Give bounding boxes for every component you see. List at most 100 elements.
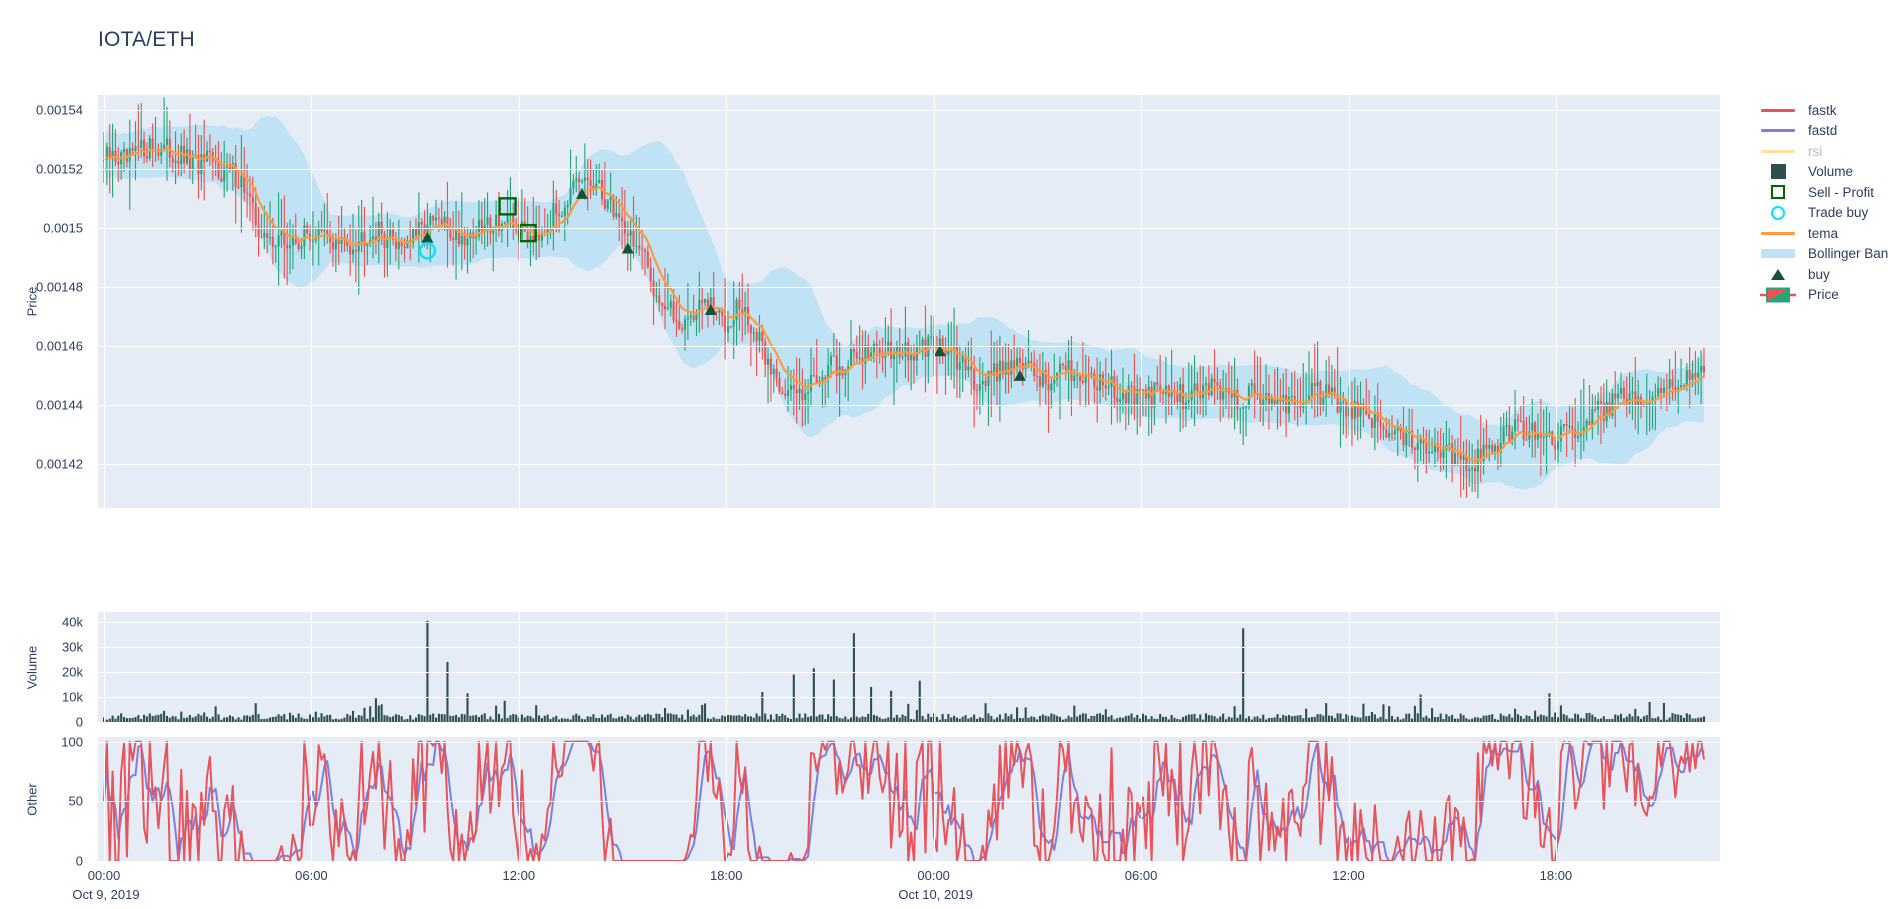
y-tick-label: 0.00144 <box>36 397 83 413</box>
other-axis-title: Other <box>24 783 40 816</box>
gridline <box>98 622 1720 623</box>
gridline <box>98 647 1720 648</box>
legend-item-bollinger-band[interactable]: Bollinger Band <box>1757 244 1888 265</box>
volume-bars <box>102 620 1706 722</box>
price-series-canvas <box>102 97 1706 499</box>
gridline <box>933 737 935 861</box>
y-tick-label: 20k <box>62 664 83 680</box>
gridline <box>726 737 728 861</box>
line-icon <box>1757 100 1799 120</box>
gridline <box>518 612 520 722</box>
legend-item-label: fastk <box>1808 102 1837 118</box>
legend-item-tema[interactable]: tema <box>1757 223 1888 244</box>
fastk-line <box>103 740 1705 861</box>
square-fill-icon <box>1757 162 1799 182</box>
chart-legend[interactable]: fastk fastd rsi Volume Sell - Profit Trade bu… <box>1757 100 1888 305</box>
legend-item-label: Bollinger Band <box>1808 246 1888 262</box>
gridline <box>311 737 313 861</box>
other-series-canvas <box>103 740 1705 861</box>
trade-buy-marker <box>418 242 437 260</box>
price-axis-title: Price <box>24 286 40 317</box>
y-tick-label: 100 <box>61 734 83 750</box>
gridline <box>933 95 935 508</box>
x-tick-label: 00:00 <box>917 868 950 883</box>
buy-marker <box>1013 369 1026 381</box>
legend-item-volume[interactable]: Volume <box>1757 162 1888 183</box>
legend-item-label: buy <box>1808 266 1830 282</box>
gridline <box>104 95 105 508</box>
gridline <box>98 404 1720 406</box>
buy-marker <box>933 345 946 357</box>
legend-item-buy[interactable]: buy <box>1757 264 1888 285</box>
x-tick-label: 00:00 <box>87 868 121 883</box>
tema-line <box>103 146 1705 464</box>
square-open-icon <box>1757 182 1799 202</box>
gridline <box>726 95 728 508</box>
y-tick-label: 0.00154 <box>36 102 83 118</box>
band-icon <box>1757 244 1799 264</box>
volume-axis-title: Volume <box>24 645 40 690</box>
line-icon <box>1757 223 1799 243</box>
x-tick-label: 18:00 <box>1539 868 1573 883</box>
legend-item-sell-profit[interactable]: Sell - Profit <box>1757 182 1888 203</box>
gridline <box>104 737 105 861</box>
legend-item-label: Sell - Profit <box>1808 184 1875 200</box>
gridline <box>1141 737 1143 861</box>
x-axis-date-label: Oct 9, 2019 <box>72 887 140 902</box>
x-axis: 00:00 06:00 12:00 18:00 00:00 06:00 12:00 18:00… <box>0 868 1888 909</box>
gridline <box>1348 737 1350 861</box>
price-plot-area[interactable] <box>98 95 1720 508</box>
x-tick-label: 06:00 <box>1124 868 1158 883</box>
other-plot-area[interactable] <box>98 737 1720 861</box>
legend-item-label: Price <box>1808 287 1839 303</box>
gridline <box>98 109 1720 111</box>
legend-item-fastd[interactable]: fastd <box>1757 121 1888 142</box>
x-tick-label: 18:00 <box>709 868 743 883</box>
y-tick-label: 0.00142 <box>36 456 83 472</box>
gridline <box>726 612 728 722</box>
gridline <box>98 463 1720 465</box>
gridline <box>104 612 105 722</box>
buy-marker <box>621 242 634 254</box>
y-tick-label: 0.00152 <box>36 161 83 177</box>
legend-item-rsi[interactable]: rsi <box>1757 141 1888 162</box>
gridline <box>98 286 1720 288</box>
gridline <box>98 697 1720 698</box>
gridline <box>1348 612 1350 722</box>
legend-item-label: Trade buy <box>1808 205 1869 221</box>
x-tick-label: 06:00 <box>295 868 328 883</box>
gridline <box>518 95 520 508</box>
gridline <box>98 345 1720 347</box>
y-tick-label: 0.0015 <box>43 220 83 236</box>
buy-marker <box>421 231 434 243</box>
line-icon <box>1757 141 1799 161</box>
gridline <box>311 95 313 508</box>
y-tick-label: 0.00146 <box>36 338 83 354</box>
legend-item-fastk[interactable]: fastk <box>1757 100 1888 121</box>
legend-item-trade-buy[interactable]: Trade buy <box>1757 203 1888 224</box>
y-tick-label: 30k <box>62 639 83 655</box>
legend-item-label: rsi <box>1808 143 1823 159</box>
gridline <box>1141 612 1143 722</box>
legend-item-price[interactable]: Price <box>1757 285 1888 306</box>
volume-plot-area[interactable] <box>98 612 1720 722</box>
gridline <box>1141 95 1143 508</box>
gridline <box>1348 95 1350 508</box>
x-axis-date-label: Oct 10, 2019 <box>898 887 973 902</box>
gridline <box>98 801 1720 803</box>
candlestick-icon <box>1757 285 1799 305</box>
gridline <box>518 737 520 861</box>
line-icon <box>1757 121 1799 141</box>
gridline <box>311 612 313 722</box>
circle-open-icon <box>1757 203 1799 223</box>
gridline <box>98 168 1720 170</box>
legend-item-label: Volume <box>1808 164 1854 180</box>
y-tick-label: 40k <box>62 614 83 630</box>
buy-marker <box>704 304 717 316</box>
volume-series-canvas <box>102 620 1706 722</box>
gridline <box>98 672 1720 673</box>
triangle-up-icon <box>1757 264 1799 284</box>
gridline <box>1555 95 1557 508</box>
page-title: IOTA/ETH <box>98 28 195 51</box>
